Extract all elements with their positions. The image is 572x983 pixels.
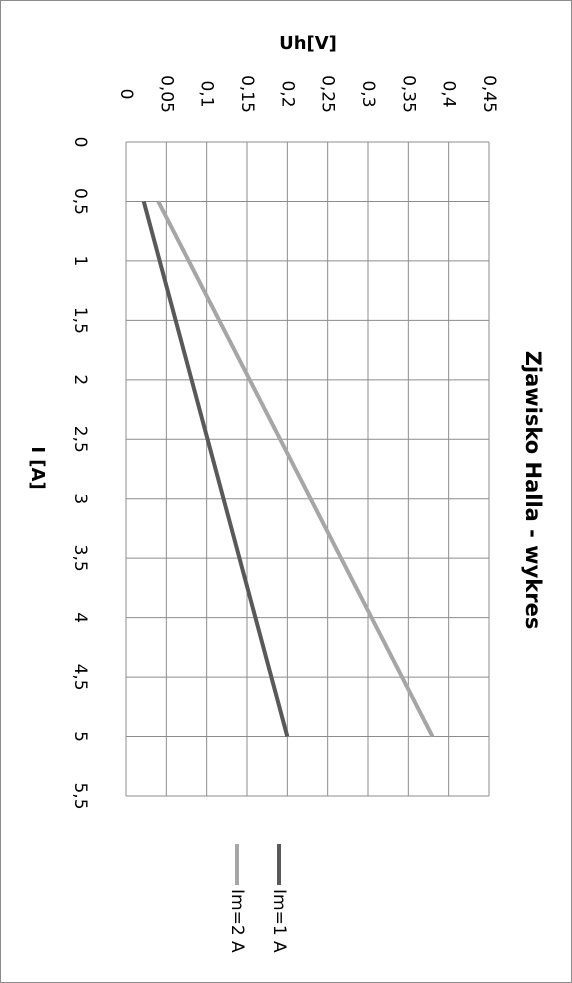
chart-title: Zjawisko Halla - wykres [521, 351, 545, 630]
x-tick-label: 0 [70, 137, 90, 148]
y-tick-label: 0,35 [398, 75, 418, 113]
series-layer [141, 200, 435, 738]
legend: Im=1 A Im=2 A [227, 844, 289, 953]
x-tick-label: 5,5 [70, 782, 90, 809]
x-tick-label: 2,5 [70, 426, 90, 453]
series-line-1 [141, 200, 290, 738]
y-axis-label: Uh[V] [279, 33, 337, 54]
x-tick-label: 5 [70, 731, 90, 742]
y-tick-labels: 0 0,05 0,1 0,15 0,2 0,25 0,3 0,35 0,4 0,45 [116, 75, 499, 113]
y-tick-label: 0,05 [156, 75, 176, 113]
series-line-2 [156, 200, 435, 738]
x-tick-label: 1,5 [70, 307, 90, 334]
plot-grid [125, 141, 490, 797]
y-tick-label: 0,25 [318, 75, 338, 113]
legend-entry: Im=2 A [227, 844, 247, 953]
x-tick-label: 4,5 [70, 664, 90, 691]
x-tick-label: 3,5 [70, 545, 90, 572]
x-tick-labels: 0 0,5 1 1,5 2 2,5 3 3,5 4 4,5 5 5,5 [70, 137, 90, 810]
y-tick-label: 0,2 [277, 80, 297, 107]
y-tick-label: 0,45 [479, 75, 499, 113]
y-tick-label: 0,15 [237, 75, 257, 113]
legend-label: Im=1 A [269, 889, 289, 953]
x-tick-label: 2 [70, 374, 90, 385]
x-tick-label: 3 [70, 493, 90, 504]
x-tick-label: 1 [70, 255, 90, 266]
x-tick-label: 0,5 [70, 188, 90, 215]
y-tick-label: 0,3 [358, 80, 378, 107]
legend-label: Im=2 A [227, 889, 247, 953]
y-tick-label: 0,4 [439, 80, 459, 107]
y-tick-label: 0 [116, 89, 136, 100]
legend-entry: Im=1 A [269, 844, 289, 953]
x-axis-label: I [A] [27, 446, 48, 489]
x-tick-label: 4 [70, 612, 90, 623]
y-tick-label: 0,1 [197, 80, 217, 107]
